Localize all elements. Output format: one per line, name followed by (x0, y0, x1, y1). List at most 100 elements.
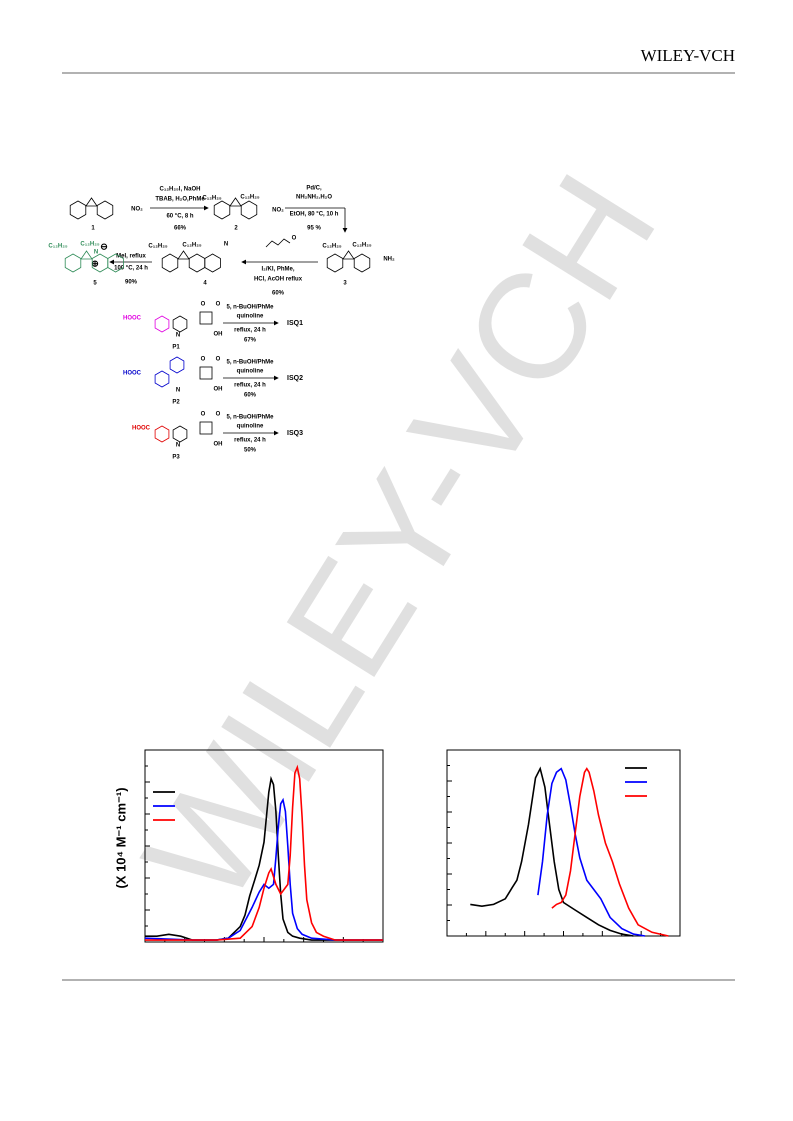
reagent: MeI, reflux (116, 254, 146, 260)
ring (188, 253, 206, 273)
atom: N (176, 388, 180, 394)
product: ISQ2 (287, 375, 303, 382)
charge: ⊕ (91, 258, 99, 268)
reagent: HCl, AcOH reflux (254, 277, 303, 283)
scheme: 1 NO₂ C₁₂H₂₅I, NaOH TBAB, H₂O,PhMe 60 °C… (48, 186, 395, 297)
ring (154, 370, 170, 388)
spectrum-line (470, 766, 634, 937)
spectrum-line (144, 797, 383, 941)
ring (69, 200, 87, 220)
reagent: Pd/C, (306, 186, 322, 192)
squaraine (199, 421, 213, 435)
yield: 66% (174, 226, 187, 232)
yield: 67% (244, 338, 257, 344)
substituent: C₁₂H₂₅ (80, 242, 99, 248)
reagent: 60 °C, 8 h (166, 214, 193, 220)
yield: 60% (272, 291, 285, 297)
ring (172, 425, 188, 443)
reagent: reflux, 24 h (234, 328, 266, 334)
reagent: 100 °C, 24 h (114, 266, 148, 272)
reagent: 5, n-BuOH/PhMe (226, 360, 274, 366)
atom: O (216, 412, 221, 418)
atom: OH (214, 387, 223, 393)
squaraine (199, 366, 213, 380)
product: ISQ1 (287, 320, 303, 327)
spectrum-line (551, 767, 669, 937)
reagent: 5, n-BuOH/PhMe (226, 305, 274, 311)
reagent: NH₂NH₂.H₂O (296, 195, 332, 201)
ring (154, 315, 170, 333)
substituent: C₁₂H₂₅ (240, 195, 259, 201)
ring (161, 253, 179, 273)
reagent: C₁₂H₂₅I, NaOH (160, 187, 201, 193)
atom: O (292, 236, 297, 242)
publisher: WILEY-VCH (641, 46, 735, 65)
atom: OH (214, 332, 223, 338)
reagent: reflux, 24 h (234, 383, 266, 389)
reagent: 5, n-BuOH/PhMe (226, 415, 274, 421)
reagent: TBAB, H₂O,PhMe (155, 197, 205, 203)
ring (96, 200, 114, 220)
acid-group: HOOC (123, 316, 142, 322)
label: P1 (172, 345, 180, 351)
spectrum-line (145, 764, 383, 941)
group: NO₂ (272, 208, 284, 214)
charge: ⊖ (100, 241, 108, 251)
atom: O (216, 357, 221, 363)
ring (64, 253, 82, 273)
reagent: quinoline (237, 369, 264, 375)
group: NO₂ (131, 207, 143, 213)
plot-frame (446, 749, 681, 937)
atom: N (224, 242, 228, 248)
reagent: quinoline (237, 314, 264, 320)
label: P3 (172, 455, 180, 461)
atom: O (201, 412, 206, 418)
label: 2 (234, 226, 238, 232)
label: 1 (91, 226, 95, 232)
substituent: C₁₂H₂₅ (48, 244, 67, 250)
ring (326, 253, 344, 273)
yield: 50% (244, 448, 257, 454)
reagent: reflux, 24 h (234, 438, 266, 444)
ring (177, 250, 190, 260)
label: P2 (172, 400, 180, 406)
atom: N (94, 250, 98, 256)
substituent: C₁₂H₂₅ (352, 243, 371, 249)
ring (172, 315, 188, 333)
atom: OH (214, 442, 223, 448)
yield: 95 % (307, 226, 321, 232)
ring (229, 197, 242, 207)
reagent: EtOH, 80 °C, 10 h (290, 212, 339, 218)
atom: O (201, 302, 206, 308)
group: NH₂ (383, 257, 395, 263)
ring (240, 200, 258, 220)
reagent: I₂/KI, PhMe, (261, 267, 294, 273)
substituent: C₁₂H₂₅ (148, 244, 167, 250)
watermark: WILEY-VCH (111, 146, 688, 930)
substituent: C₁₂H₂₅ (322, 244, 341, 250)
ring (204, 253, 221, 273)
acid-group: HOOC (132, 426, 151, 432)
atom: O (201, 357, 206, 363)
ring (80, 250, 93, 260)
atom: N (176, 333, 180, 339)
label: 4 (203, 281, 207, 287)
y-axis-label: (X 10⁴ M⁻¹ cm⁻¹) (113, 787, 128, 888)
ring (85, 197, 98, 207)
product: ISQ3 (287, 430, 303, 437)
aldehyde (265, 238, 291, 248)
substituent: C₁₂H₂₅ (182, 243, 201, 249)
atom: N (176, 443, 180, 449)
reagent: quinoline (237, 424, 264, 430)
atom: O (216, 302, 221, 308)
ring (154, 425, 170, 443)
squaraine (199, 311, 213, 325)
yield: 90% (125, 280, 138, 286)
substituent: C₁₂H₂₅ (202, 196, 221, 202)
ring (213, 200, 231, 220)
label: 3 (343, 281, 347, 287)
ring (107, 253, 124, 273)
acid-group: HOOC (123, 371, 142, 377)
ring (342, 250, 355, 260)
